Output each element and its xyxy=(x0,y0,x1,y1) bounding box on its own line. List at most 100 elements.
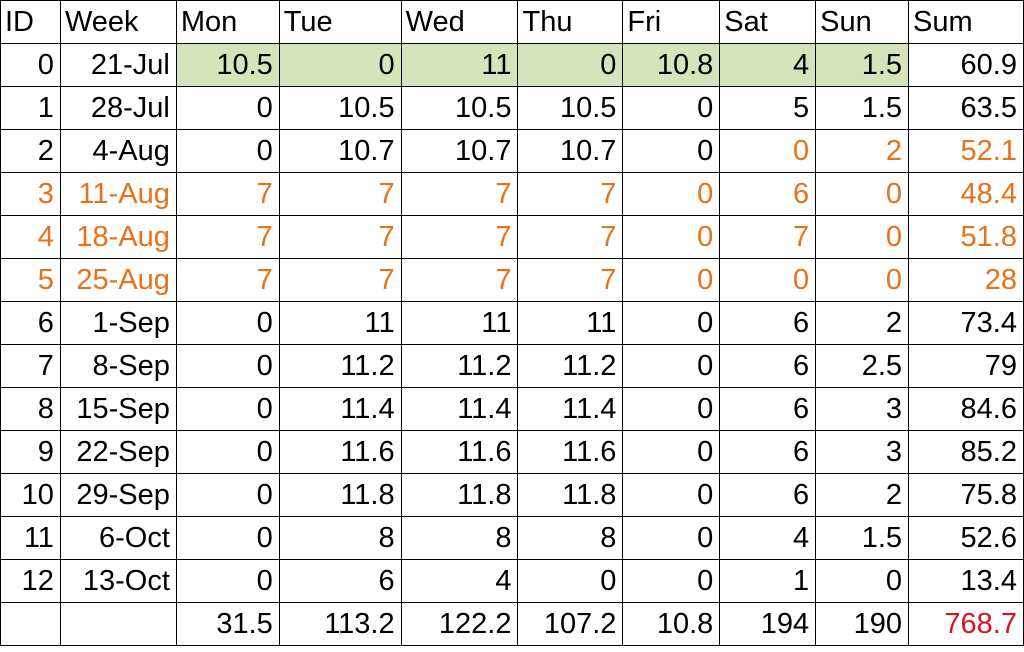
cell-fri: 0 xyxy=(622,86,721,130)
cell-wed: 11.2 xyxy=(400,344,519,388)
cell-tue: 10.7 xyxy=(278,129,402,173)
cell-sum: 13.4 xyxy=(908,559,1024,603)
total-cell-mon: 31.5 xyxy=(175,602,280,646)
table-row: 4 18-Aug 7 7 7 7 0 7 0 51.8 xyxy=(0,215,1024,259)
table-row: 5 25-Aug 7 7 7 7 0 0 0 28 xyxy=(0,258,1024,302)
cell-wed: 10.5 xyxy=(400,86,519,130)
cell-sat: 7 xyxy=(719,215,817,259)
cell-tue: 11.6 xyxy=(278,430,402,474)
cell-tue: 8 xyxy=(278,516,402,560)
cell-tue: 7 xyxy=(278,258,402,302)
cell-fri: 0 xyxy=(622,129,721,173)
cell-fri: 0 xyxy=(622,258,721,302)
header-cell-wed: Wed xyxy=(400,0,519,44)
cell-sun: 3 xyxy=(815,387,910,431)
cell-sum: 51.8 xyxy=(908,215,1024,259)
cell-fri: 0 xyxy=(622,344,721,388)
cell-sum: 28 xyxy=(908,258,1024,302)
total-cell-id xyxy=(0,602,61,646)
cell-id: 8 xyxy=(0,387,61,431)
cell-sun: 1.5 xyxy=(815,516,910,560)
cell-tue: 10.5 xyxy=(278,86,402,130)
cell-id: 7 xyxy=(0,344,61,388)
cell-sat: 6 xyxy=(719,387,817,431)
header-cell-fri: Fri xyxy=(622,0,721,44)
cell-tue: 11.8 xyxy=(278,473,402,517)
cell-fri: 0 xyxy=(622,559,721,603)
table-row: 0 21-Jul 10.5 0 11 0 10.8 4 1.5 60.9 xyxy=(0,43,1024,87)
cell-tue: 7 xyxy=(278,215,402,259)
cell-mon: 7 xyxy=(175,172,280,216)
header-cell-week: Week xyxy=(59,0,177,44)
cell-mon: 7 xyxy=(175,215,280,259)
cell-tue: 11 xyxy=(278,301,402,345)
cell-wed: 7 xyxy=(400,258,519,302)
header-cell-sat: Sat xyxy=(719,0,817,44)
cell-fri: 0 xyxy=(622,387,721,431)
cell-sum: 84.6 xyxy=(908,387,1024,431)
table-row: 3 11-Aug 7 7 7 7 0 6 0 48.4 xyxy=(0,172,1024,216)
cell-sum: 48.4 xyxy=(908,172,1024,216)
cell-week: 6-Oct xyxy=(59,516,177,560)
cell-mon: 0 xyxy=(175,559,280,603)
table-row: 7 8-Sep 0 11.2 11.2 11.2 0 6 2.5 79 xyxy=(0,344,1024,388)
cell-thu: 11 xyxy=(517,301,624,345)
cell-thu: 11.2 xyxy=(517,344,624,388)
cell-week: 25-Aug xyxy=(59,258,177,302)
cell-sat: 0 xyxy=(719,258,817,302)
cell-sun: 0 xyxy=(815,258,910,302)
table-row: 12 13-Oct 0 6 4 0 0 1 0 13.4 xyxy=(0,559,1024,603)
cell-wed: 11.4 xyxy=(400,387,519,431)
cell-mon: 0 xyxy=(175,430,280,474)
cell-thu: 0 xyxy=(517,559,624,603)
cell-week: 8-Sep xyxy=(59,344,177,388)
cell-mon: 10.5 xyxy=(175,43,280,87)
cell-sum: 79 xyxy=(908,344,1024,388)
cell-sun: 0 xyxy=(815,559,910,603)
total-cell-sat: 194 xyxy=(719,602,817,646)
table-row: 1 28-Jul 0 10.5 10.5 10.5 0 5 1.5 63.5 xyxy=(0,86,1024,130)
cell-mon: 7 xyxy=(175,258,280,302)
cell-week: 11-Aug xyxy=(59,172,177,216)
cell-mon: 0 xyxy=(175,473,280,517)
cell-fri: 0 xyxy=(622,301,721,345)
cell-thu: 10.7 xyxy=(517,129,624,173)
header-cell-sum: Sum xyxy=(908,0,1024,44)
cell-mon: 0 xyxy=(175,344,280,388)
cell-fri: 10.8 xyxy=(622,43,721,87)
total-cell-fri: 10.8 xyxy=(622,602,721,646)
cell-week: 13-Oct xyxy=(59,559,177,603)
cell-thu: 11.8 xyxy=(517,473,624,517)
cell-thu: 7 xyxy=(517,215,624,259)
cell-week: 4-Aug xyxy=(59,129,177,173)
cell-tue: 11.2 xyxy=(278,344,402,388)
cell-sun: 1.5 xyxy=(815,43,910,87)
cell-tue: 0 xyxy=(278,43,402,87)
cell-sum: 60.9 xyxy=(908,43,1024,87)
total-cell-sun: 190 xyxy=(815,602,910,646)
cell-thu: 11.6 xyxy=(517,430,624,474)
cell-id: 9 xyxy=(0,430,61,474)
cell-fri: 0 xyxy=(622,172,721,216)
cell-wed: 11.6 xyxy=(400,430,519,474)
cell-id: 6 xyxy=(0,301,61,345)
cell-id: 11 xyxy=(0,516,61,560)
cell-thu: 11.4 xyxy=(517,387,624,431)
cell-wed: 4 xyxy=(400,559,519,603)
cell-thu: 0 xyxy=(517,43,624,87)
table-row: 9 22-Sep 0 11.6 11.6 11.6 0 6 3 85.2 xyxy=(0,430,1024,474)
cell-sun: 0 xyxy=(815,215,910,259)
cell-thu: 7 xyxy=(517,172,624,216)
header-cell-thu: Thu xyxy=(517,0,624,44)
cell-week: 29-Sep xyxy=(59,473,177,517)
cell-wed: 11 xyxy=(400,301,519,345)
cell-id: 2 xyxy=(0,129,61,173)
cell-sat: 6 xyxy=(719,473,817,517)
cell-mon: 0 xyxy=(175,516,280,560)
cell-fri: 0 xyxy=(622,215,721,259)
table-row: 10 29-Sep 0 11.8 11.8 11.8 0 6 2 75.8 xyxy=(0,473,1024,517)
table-row: 8 15-Sep 0 11.4 11.4 11.4 0 6 3 84.6 xyxy=(0,387,1024,431)
header-cell-sun: Sun xyxy=(815,0,910,44)
cell-sun: 2.5 xyxy=(815,344,910,388)
